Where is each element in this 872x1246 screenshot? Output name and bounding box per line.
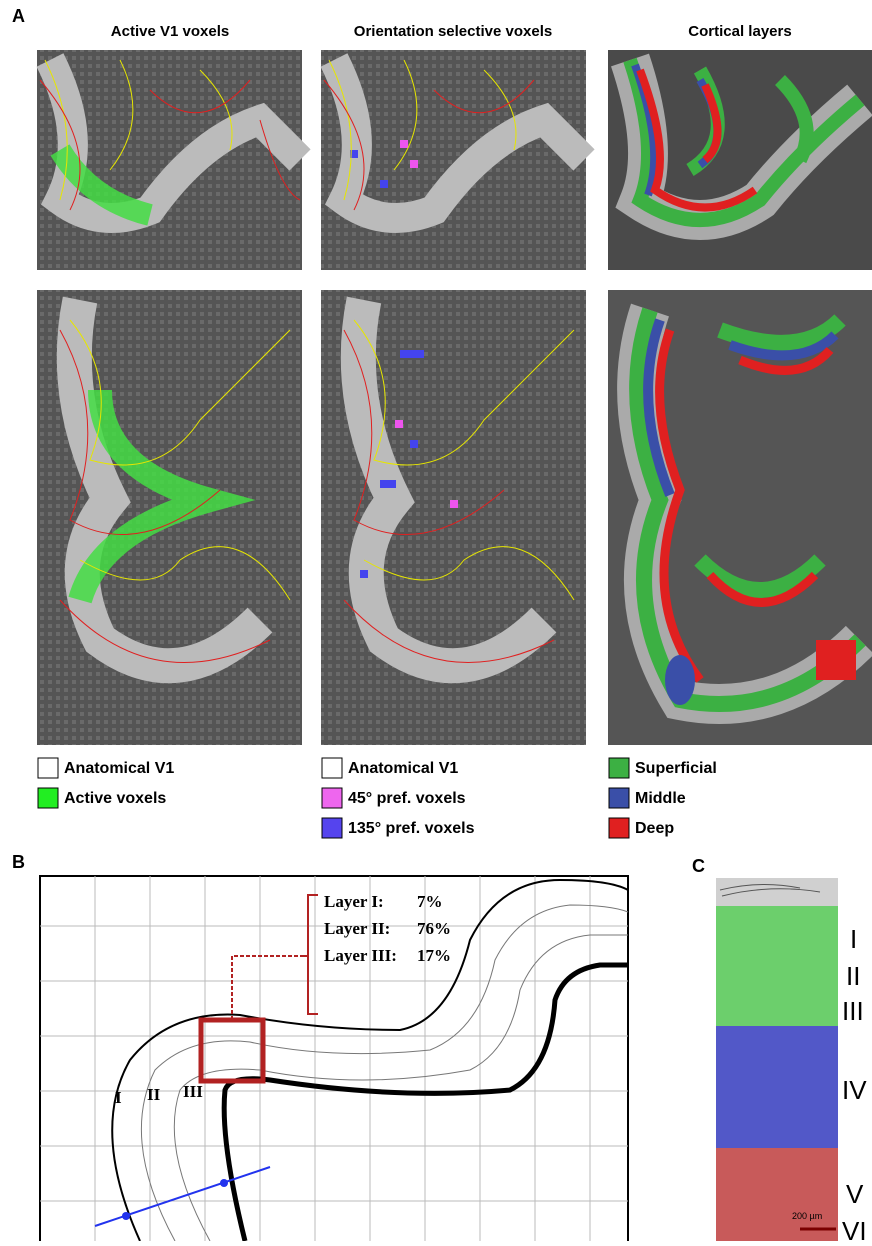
legend-label: Superficial [635, 760, 717, 777]
brain-image [608, 50, 872, 270]
layer-label: IV [842, 1075, 867, 1105]
legend-label: Deep [635, 820, 674, 837]
brain-image [37, 50, 302, 270]
figure: A Active V1 voxels Orientation selective… [0, 0, 872, 1241]
diagram-label: II [147, 1085, 161, 1104]
column-title: Cortical layers [688, 23, 791, 40]
legend-label: Anatomical V1 [64, 760, 174, 777]
diagram-label: III [183, 1082, 203, 1101]
brain-image [321, 290, 586, 745]
layer-share: 17% [417, 946, 451, 965]
legend-label: Anatomical V1 [348, 760, 458, 777]
column-title: Active V1 voxels [111, 23, 229, 40]
layer-share: 76% [417, 919, 451, 938]
layer-share: 7% [417, 892, 443, 911]
layer-name: Layer I: [324, 892, 384, 911]
layer-label: III [842, 996, 864, 1026]
layer-label: VI [842, 1216, 867, 1241]
brain-image [321, 50, 586, 270]
diagram-label: I [115, 1088, 122, 1107]
layer-label: I [850, 924, 857, 954]
layer-diagram: Layer I: 7% Layer II: 76% Layer III: 17%… [40, 876, 628, 1241]
panel-label: A [12, 6, 25, 26]
brain-image [608, 290, 872, 745]
panel-label: C [692, 856, 705, 876]
layer-name: Layer II: [324, 919, 390, 938]
legend-label: 45° pref. voxels [348, 790, 466, 807]
layer-label: II [846, 961, 860, 991]
legend-label: 135° pref. voxels [348, 820, 475, 837]
legend-label: Middle [635, 790, 686, 807]
layer-label: V [846, 1179, 864, 1209]
layer-name: Layer III: [324, 946, 397, 965]
histology-strip: 200 µm [716, 878, 838, 1241]
panel-label: B [12, 852, 25, 872]
scale-bar-label: 200 µm [792, 1211, 822, 1221]
brain-image [37, 290, 302, 745]
legend-label: Active voxels [64, 790, 166, 807]
legend: Anatomical V1 Active voxels Anatomical V… [38, 758, 717, 838]
column-title: Orientation selective voxels [354, 23, 552, 40]
